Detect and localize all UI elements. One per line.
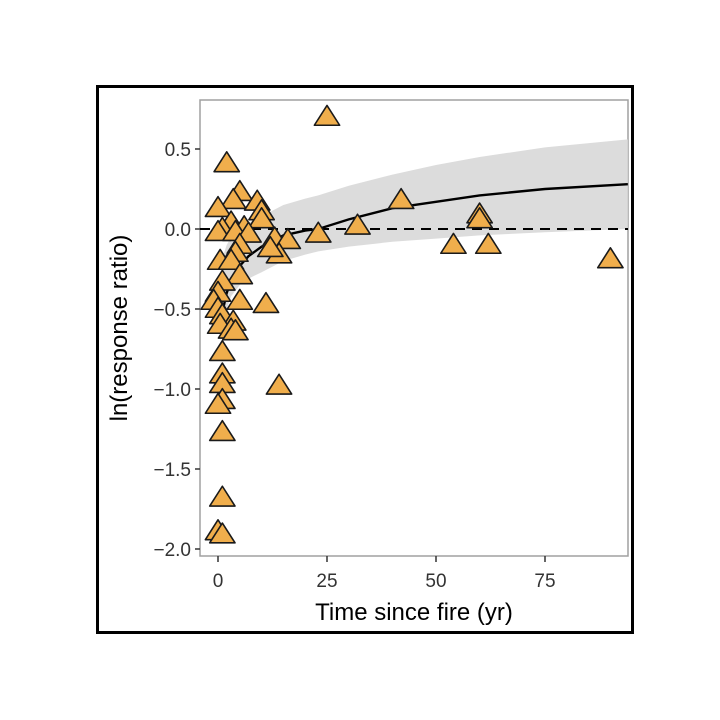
data-point-triangle [217,248,245,271]
data-point-triangle [466,207,494,229]
data-point-triangle [221,319,249,341]
x-tick-label: 25 [316,571,337,592]
y-tick-label: −2.0 [153,540,191,561]
plot-panel [199,99,629,557]
y-axis: 0.5 0.0 −0.5 −1.0 −1.5 −2.0 [153,140,200,561]
data-point-triangle [204,392,232,415]
data-point-triangle [274,227,302,250]
data-point-triangle [204,219,232,242]
x-axis-title: Time since fire (yr) [315,599,513,626]
data-point-triangle [208,522,236,544]
y-tick-label: 0.5 [165,140,191,161]
data-points [200,104,624,544]
data-point-triangle [439,232,467,255]
data-point-triangle [204,195,232,218]
data-point-triangle [344,213,371,235]
y-tick-label: −1.0 [153,380,191,401]
data-point-triangle [208,339,236,362]
y-tick-label: −1.5 [153,460,191,481]
data-point-triangle [474,232,502,255]
x-axis: 0 25 50 75 [213,556,556,592]
y-tick-label: −0.5 [153,300,191,321]
data-point-triangle [313,104,341,127]
data-point-triangle [208,485,236,507]
data-point-triangle [248,207,276,229]
data-point-triangle [252,291,280,314]
data-point-triangle [226,263,254,285]
data-point-triangle [265,373,293,395]
data-point-triangle [596,247,624,269]
x-tick-label: 50 [425,571,446,592]
y-tick-label: 0.0 [165,220,191,241]
data-point-triangle [387,187,415,210]
y-axis-title: ln(response ratio) [106,235,133,422]
data-point-triangle [226,288,254,311]
x-tick-label: 0 [213,571,224,592]
data-point-triangle [208,419,236,442]
confidence-band [222,139,628,325]
data-point-triangle [256,235,284,258]
data-point-triangle [304,221,332,243]
data-point-triangle [219,187,247,210]
data-point-triangle [213,151,241,173]
x-tick-label: 75 [534,571,555,592]
